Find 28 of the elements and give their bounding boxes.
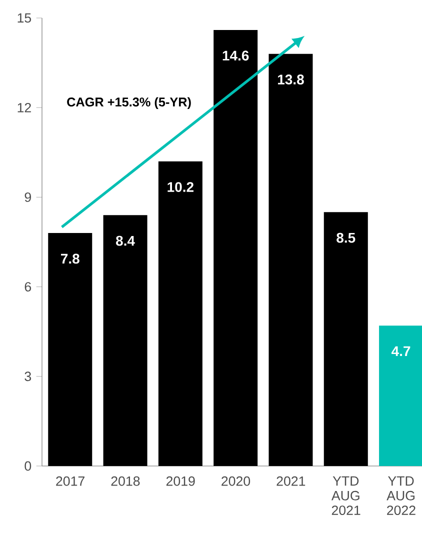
y-tick-label: 9 xyxy=(24,192,31,202)
x-tick-label: YTD AUG 2021 xyxy=(331,476,360,516)
y-tick-label: 3 xyxy=(24,372,32,382)
data-label: 8.5 xyxy=(336,232,356,243)
bar xyxy=(48,233,92,466)
x-tick-label: 2017 xyxy=(56,476,84,486)
bar xyxy=(379,326,422,466)
bar xyxy=(103,215,148,466)
data-label: 7.8 xyxy=(61,254,80,264)
x-tick-label: 2020 xyxy=(222,476,250,486)
bar xyxy=(268,54,313,466)
bar xyxy=(158,161,202,466)
y-tick-label: 0 xyxy=(24,461,32,471)
bar xyxy=(214,30,258,466)
x-tick-label: 2018 xyxy=(111,476,140,486)
data-label: 4.7 xyxy=(392,346,410,356)
data-label: 10.2 xyxy=(168,182,194,192)
data-label: 13.8 xyxy=(278,74,304,84)
y-tick-label: 15 xyxy=(18,13,32,23)
y-tick-label: 12 xyxy=(18,102,31,112)
data-label: 8.4 xyxy=(116,236,135,246)
bar xyxy=(324,212,368,466)
x-tick-label: 2019 xyxy=(166,476,195,486)
annotation: CAGR +15.3% (5-YR) xyxy=(67,97,191,110)
x-tick-label: YTD AUG 2022 xyxy=(386,476,416,516)
data-label: 14.6 xyxy=(222,50,249,61)
x-tick-label: 2021 xyxy=(276,476,306,486)
y-tick-label: 6 xyxy=(24,282,32,292)
